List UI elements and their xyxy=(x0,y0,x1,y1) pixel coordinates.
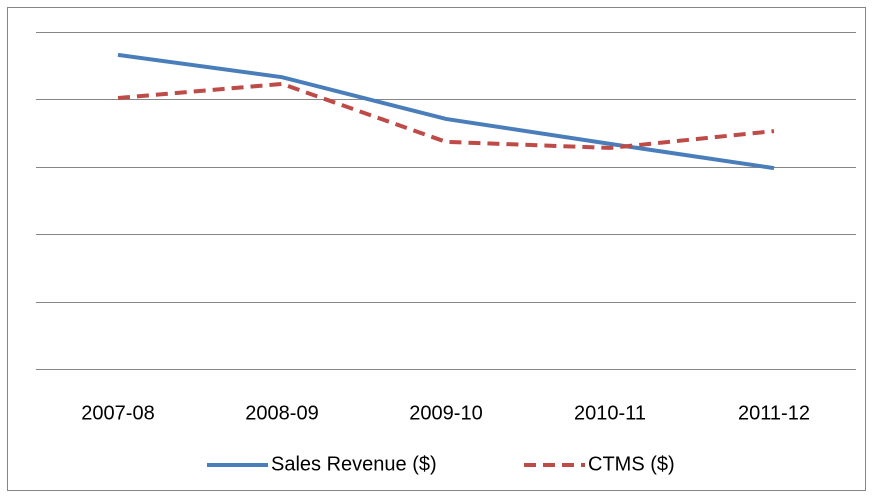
x-tick-label: 2009-10 xyxy=(409,402,482,424)
legend-label: Sales Revenue ($) xyxy=(271,453,437,475)
line-series xyxy=(117,81,775,150)
x-tick-label: 2007-08 xyxy=(81,402,154,424)
x-tick-label: 2008-09 xyxy=(245,402,318,424)
x-tick-label: 2010-11 xyxy=(574,402,646,424)
x-tick-label: 2011-12 xyxy=(738,402,810,424)
chart-border xyxy=(7,7,866,491)
line-series xyxy=(117,52,775,171)
legend-label: CTMS ($) xyxy=(588,453,675,475)
